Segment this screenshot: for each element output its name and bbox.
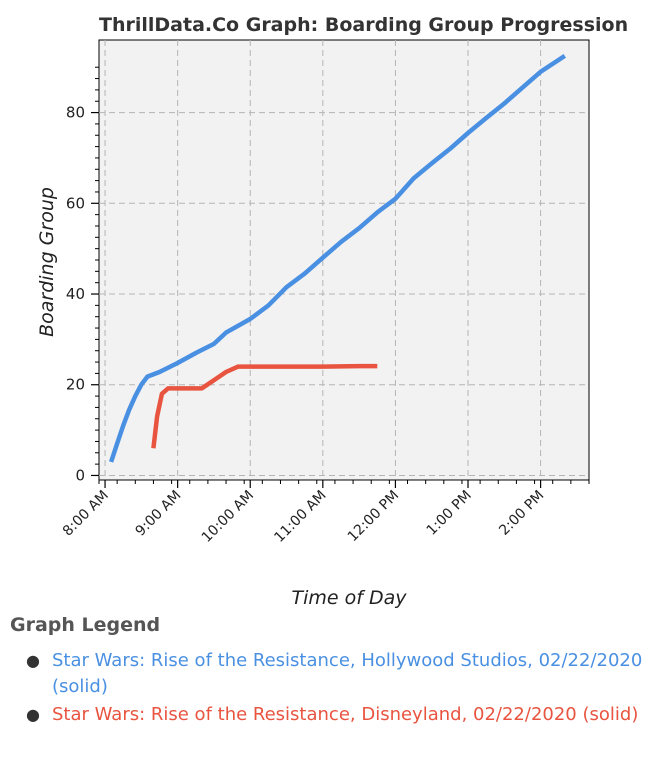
- legend-title: Graph Legend: [10, 614, 161, 636]
- x-tick-label: 2:00 PM: [496, 488, 547, 539]
- series-layer: [108, 54, 567, 463]
- y-tick-label: 80: [66, 104, 85, 122]
- grid-lines: [99, 40, 589, 480]
- y-tick-label: 20: [66, 376, 85, 394]
- plot-area: [98, 39, 590, 481]
- y-axis: 0 20 40 60 80: [66, 66, 99, 484]
- y-tick-label: 40: [66, 285, 85, 303]
- x-tick-label: 12:00 PM: [345, 488, 403, 546]
- x-tick-label: 8:00 AM: [60, 488, 112, 540]
- bullet-icon: ●: [26, 651, 40, 670]
- x-tick-label: 11:00 AM: [271, 488, 329, 546]
- series-line-0: [108, 54, 567, 463]
- legend-item-hollywood-studios: ● Star Wars: Rise of the Resistance, Hol…: [26, 648, 650, 700]
- legend-item-disneyland: ● Star Wars: Rise of the Resistance, Dis…: [26, 702, 650, 728]
- legend-label: Star Wars: Rise of the Resistance, Disne…: [52, 704, 639, 725]
- x-tick-label: 10:00 AM: [199, 488, 257, 546]
- boarding-group-chart: ThrillData.Co Graph: Boarding Group Prog…: [36, 14, 628, 609]
- chart-title: ThrillData.Co Graph: Boarding Group Prog…: [99, 14, 628, 36]
- legend-list: ● Star Wars: Rise of the Resistance, Hol…: [10, 648, 650, 728]
- bullet-icon: ●: [26, 705, 40, 724]
- x-tick-label: 1:00 PM: [424, 488, 475, 539]
- y-tick-label: 60: [66, 194, 85, 212]
- x-axis-label: Time of Day: [292, 587, 408, 609]
- series-line-1: [151, 363, 378, 449]
- x-tick-label: 9:00 AM: [132, 488, 184, 540]
- chart-legend: Graph Legend ● Star Wars: Rise of the Re…: [10, 614, 650, 730]
- x-axis: 8:00 AM 9:00 AM 10:00 AM 11:00 AM 12:00 PM 1:…: [60, 480, 590, 546]
- legend-label: Star Wars: Rise of the Resistance, Holly…: [52, 650, 643, 697]
- y-axis-label: Boarding Group: [36, 187, 58, 337]
- y-tick-label: 0: [75, 466, 85, 484]
